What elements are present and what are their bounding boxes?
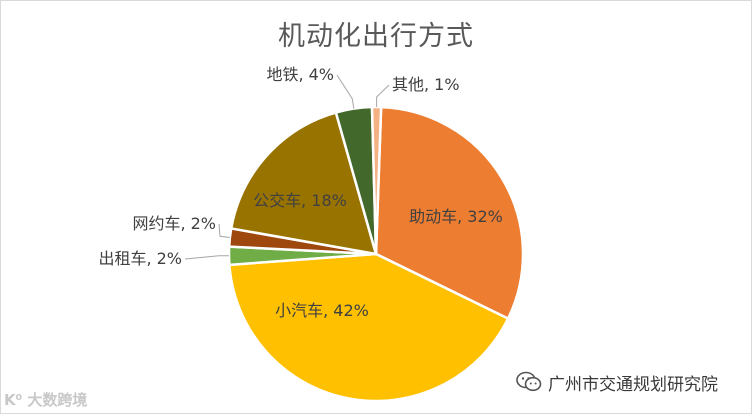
pie-slice	[228, 252, 510, 403]
leader-line	[376, 84, 390, 107]
pie-slice	[374, 105, 525, 321]
leader-line	[184, 255, 230, 260]
watermark-left: K⁰ 大数跨境	[4, 391, 88, 409]
leader-line	[218, 223, 230, 238]
watermark-right-text: 广州市交通规划研究院	[548, 374, 718, 395]
slice-label: 网约车, 2%	[132, 214, 216, 233]
slice-label: 小汽车, 42%	[275, 301, 369, 320]
slice-label: 公交车, 18%	[253, 191, 347, 210]
wechat-icon	[516, 371, 542, 393]
slice-label: 地铁, 4%	[266, 65, 334, 84]
slice-label: 其他, 1%	[392, 75, 460, 94]
watermark-right: 广州市交通规划研究院	[516, 370, 718, 395]
slice-label: 出租车, 2%	[98, 249, 182, 268]
chart-title: 机动化出行方式	[278, 21, 474, 52]
slice-label: 助动车, 32%	[409, 207, 503, 226]
pie-slice	[229, 111, 378, 256]
leader-line	[336, 74, 355, 109]
